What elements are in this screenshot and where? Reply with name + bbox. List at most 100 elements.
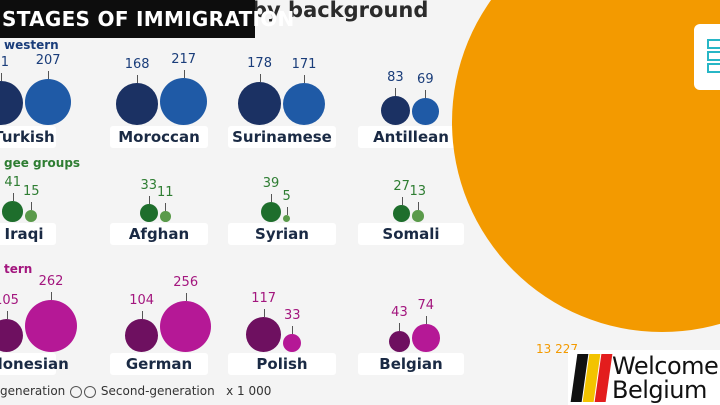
bubble-first-gen bbox=[116, 83, 158, 125]
welcome-belgium-logo: Welcome Belgium bbox=[568, 350, 720, 405]
bubble-value-label: 171 bbox=[291, 56, 317, 72]
value-leader-line bbox=[48, 70, 50, 79]
bubble-second-gen bbox=[412, 98, 439, 125]
grid-icon bbox=[707, 39, 720, 73]
bubble-value-label: 117 bbox=[251, 291, 277, 307]
bubble-second-gen bbox=[160, 211, 171, 222]
value-leader-line bbox=[183, 69, 185, 78]
title-banner: STAGES OF IMMIGRATION bbox=[0, 0, 294, 38]
bubble-first-gen bbox=[0, 80, 23, 125]
legend-circle-icon bbox=[84, 385, 97, 398]
value-leader-line bbox=[141, 311, 143, 320]
bubble-first-gen bbox=[0, 319, 23, 352]
bubble-first-gen bbox=[246, 317, 281, 352]
bubble-value-label: 39 bbox=[262, 175, 280, 191]
bubble-value-label: 217 bbox=[171, 51, 197, 67]
legend-unit: x 1 000 bbox=[226, 384, 272, 398]
value-leader-line bbox=[270, 193, 272, 202]
value-leader-line bbox=[12, 193, 14, 202]
big-bubble-value: 13 227 bbox=[536, 342, 578, 356]
bubble-value-label: 178 bbox=[247, 56, 272, 72]
bubble-second-gen bbox=[283, 333, 302, 352]
section-label-western: western bbox=[4, 38, 59, 52]
value-leader-line bbox=[148, 195, 150, 204]
bubble-value-label: 69 bbox=[417, 72, 434, 88]
bubble-first-gen bbox=[388, 330, 410, 352]
value-leader-line bbox=[417, 202, 419, 211]
bubble-value-label: 27 bbox=[393, 179, 410, 195]
group-label: Belgian bbox=[358, 353, 464, 375]
section-label-eastern: tern bbox=[4, 262, 33, 276]
bubble-first-gen bbox=[260, 201, 281, 222]
bubble-value-label: 43 bbox=[391, 304, 408, 320]
value-leader-line bbox=[185, 292, 187, 301]
bubble-second-gen bbox=[283, 214, 291, 222]
group-label: German bbox=[110, 353, 208, 375]
bubble-first-gen bbox=[125, 319, 158, 352]
legend-first-label: generation bbox=[0, 384, 66, 398]
bubble-value-label: 256 bbox=[173, 274, 199, 290]
logo-line-1: Welcome bbox=[612, 352, 719, 380]
bubble-first-gen bbox=[380, 95, 410, 125]
bubble-value-label: 33 bbox=[140, 177, 158, 193]
bubble-second-gen bbox=[160, 300, 212, 352]
bubble-value-label: 33 bbox=[283, 307, 301, 323]
bubble-value-label: 105 bbox=[0, 293, 19, 309]
bubble-first-gen bbox=[393, 205, 410, 222]
section-label-refugee: gee groups bbox=[4, 156, 81, 170]
value-leader-line bbox=[401, 197, 403, 206]
bubble-value-label: 262 bbox=[38, 274, 64, 289]
group-label: Somali bbox=[358, 223, 464, 245]
value-leader-line bbox=[399, 322, 401, 331]
legend: generation Second-generation x 1 000 bbox=[0, 384, 271, 398]
bubble-value-label: 207 bbox=[35, 52, 61, 68]
group-label: Surinamese bbox=[228, 126, 336, 148]
value-leader-line bbox=[286, 206, 288, 215]
value-leader-line bbox=[395, 87, 397, 96]
chart-heading: by background bbox=[252, 0, 429, 22]
bubble-value-label: 15 bbox=[22, 183, 40, 199]
value-leader-line bbox=[31, 201, 33, 210]
bubble-second-gen bbox=[25, 209, 38, 222]
bubble-second-gen bbox=[412, 324, 440, 352]
bubble-second-gen bbox=[283, 82, 325, 125]
value-leader-line bbox=[51, 292, 52, 300]
bubble-second-gen bbox=[25, 300, 77, 352]
group-label: Syrian bbox=[228, 223, 336, 245]
big-bubble bbox=[452, 0, 720, 332]
value-leader-line bbox=[425, 316, 427, 325]
legend-second-label: Second-generation bbox=[100, 384, 215, 398]
bubble-value-label: 168 bbox=[124, 57, 150, 73]
bubble-value-label: 41 bbox=[4, 175, 21, 191]
bubble-value-label: 74 bbox=[417, 298, 435, 314]
value-leader-line bbox=[425, 90, 427, 99]
value-leader-line bbox=[304, 74, 305, 83]
bubble-first-gen bbox=[238, 82, 281, 125]
bubble-first-gen bbox=[2, 201, 23, 222]
group-label: Antillean bbox=[358, 126, 464, 148]
app-icon-box[interactable] bbox=[694, 24, 720, 90]
bubble-second-gen bbox=[412, 210, 424, 222]
bubble-value-label: 11 bbox=[157, 185, 174, 201]
logo-line-2: Belgium bbox=[612, 376, 707, 404]
bubble-first-gen bbox=[139, 203, 158, 222]
group-label: Turkish bbox=[0, 126, 56, 148]
value-leader-line bbox=[0, 72, 2, 81]
group-label: Polish bbox=[228, 353, 336, 375]
value-leader-line bbox=[6, 311, 8, 320]
bubble-value-label: 13 bbox=[409, 184, 427, 200]
bubble-second-gen bbox=[25, 78, 72, 125]
legend-circle-icon bbox=[70, 385, 83, 398]
group-label: Afghan bbox=[110, 223, 208, 245]
bubble-value-label: 104 bbox=[129, 293, 155, 309]
bubble-value-label: 5 bbox=[282, 188, 291, 204]
group-label: donesian bbox=[0, 353, 69, 375]
value-leader-line bbox=[137, 75, 139, 84]
group-label: Moroccan bbox=[110, 126, 208, 148]
bubble-value-label: 83 bbox=[387, 69, 404, 85]
bubble-second-gen bbox=[160, 77, 208, 125]
value-leader-line bbox=[263, 309, 265, 318]
bubble-value-label: 91 bbox=[0, 54, 10, 70]
group-label: Iraqi bbox=[0, 223, 56, 245]
